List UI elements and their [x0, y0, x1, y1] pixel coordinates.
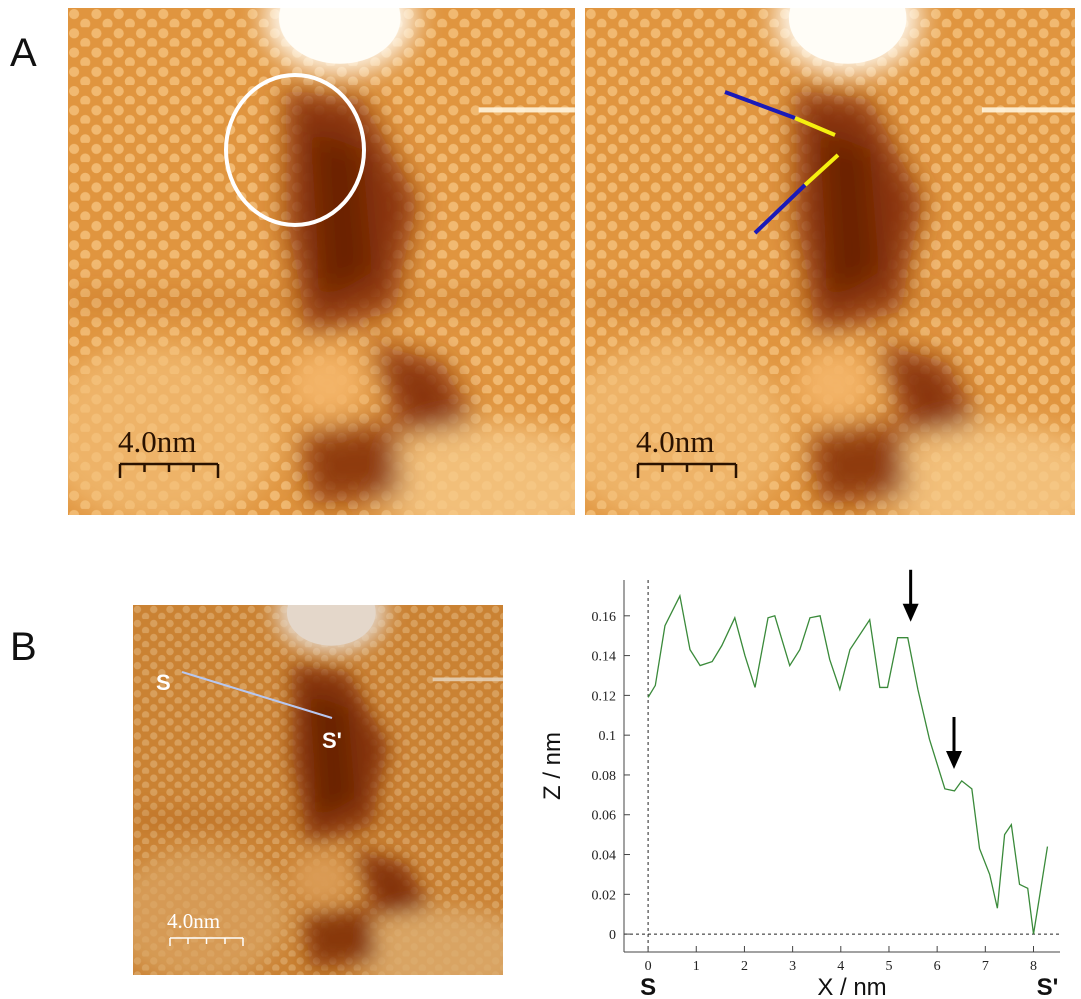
scale-bar-label: 4.0nm: [167, 909, 220, 933]
profile-start-label: S: [156, 670, 171, 695]
x-end-label: S: [640, 974, 656, 999]
y-tick-label: 0.12: [592, 689, 617, 704]
x-tick-label: 6: [934, 959, 941, 974]
x-tick-label: 4: [837, 959, 844, 974]
x-tick-label: 8: [1030, 959, 1037, 974]
line: [724, 90, 796, 120]
y-tick-label: 0.16: [592, 610, 617, 625]
x-tick-label: 2: [741, 959, 748, 974]
y-axis-label: Z / nm: [539, 732, 566, 800]
profile-chart: 0 0.02 0.04 0.06 0.08 0.1 0.12 0.14 0.16 0 1 2 3 4 5 6 7…: [539, 569, 1060, 999]
scale-bar-label: 4.0nm: [636, 424, 714, 459]
scale-bar-label: 4.0nm: [118, 424, 196, 459]
profile-end-label: S': [322, 728, 342, 753]
x-end-label: S': [1037, 974, 1059, 999]
boundary-lines: [724, 90, 840, 235]
x-tick-label: 7: [982, 959, 989, 974]
scale-bar: [118, 462, 738, 478]
y-tick-label: 0: [609, 928, 616, 943]
line: [753, 183, 807, 235]
y-tick-label: 0.1: [599, 729, 617, 744]
arrow-head: [946, 750, 963, 769]
x-tick-label: 5: [885, 959, 892, 974]
x-tick-label: 0: [645, 959, 652, 974]
highlight-circle: [224, 73, 366, 227]
scale-bar-line: [169, 937, 244, 946]
line: [803, 153, 840, 187]
x-tick-label: 1: [693, 959, 700, 974]
y-tick-label: 0.06: [592, 809, 617, 824]
x-tick-label: 3: [789, 959, 796, 974]
scale-bar-line: [118, 462, 220, 478]
profile-line: [647, 593, 1049, 935]
panel-label: B: [10, 625, 37, 669]
panel-label: A: [10, 31, 37, 75]
arrow-head: [902, 603, 919, 622]
y-tick-label: 0.04: [592, 849, 617, 864]
stm-image: [556, 0, 1081, 545]
x-axis-label: X / nm: [817, 974, 886, 999]
line: [794, 116, 836, 137]
image-tint: [133, 605, 503, 975]
scale-bar-line: [636, 462, 738, 478]
profile-line: [181, 671, 333, 719]
y-tick-label: 0.02: [592, 888, 617, 903]
y-tick-label: 0.14: [592, 650, 617, 665]
y-tick-label: 0.08: [592, 769, 617, 784]
